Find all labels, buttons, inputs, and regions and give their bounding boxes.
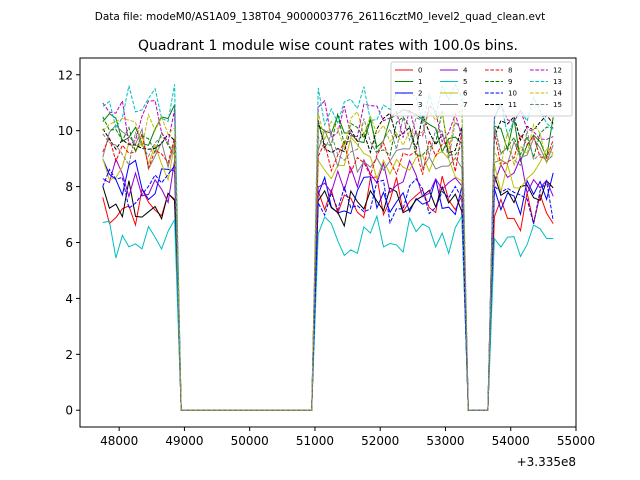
x-tick-label: 54000 xyxy=(492,434,530,448)
legend-label-13: 13 xyxy=(553,78,562,86)
series-line-10 xyxy=(102,164,554,411)
series-line-13 xyxy=(102,83,554,411)
legend-label-0: 0 xyxy=(418,67,422,75)
legend-label-11: 11 xyxy=(508,101,517,109)
y-tick-label: 4 xyxy=(65,292,73,306)
series-line-3 xyxy=(102,175,554,411)
y-tick-label: 10 xyxy=(58,124,73,138)
x-tick-label: 51000 xyxy=(296,434,334,448)
series-line-11 xyxy=(102,112,554,411)
y-tick-label: 12 xyxy=(58,68,73,82)
legend-label-5: 5 xyxy=(463,78,467,86)
series-line-9 xyxy=(102,111,554,411)
legend-label-3: 3 xyxy=(418,101,422,109)
figure-suptitle: Data file: modeM0/AS1A09_138T04_90000037… xyxy=(95,11,546,23)
y-tick-label: 8 xyxy=(65,180,73,194)
series-line-7 xyxy=(102,124,554,411)
legend-label-6: 6 xyxy=(463,90,468,98)
legend-label-1: 1 xyxy=(418,78,422,86)
x-tick-label: 50000 xyxy=(231,434,269,448)
series-line-6 xyxy=(102,136,554,411)
legend-label-2: 2 xyxy=(418,90,422,98)
series-group xyxy=(102,83,554,411)
series-line-0 xyxy=(102,175,554,411)
legend-label-15: 15 xyxy=(553,101,562,109)
series-line-5 xyxy=(102,214,554,411)
chart-title: Quadrant 1 module wise count rates with … xyxy=(138,38,518,54)
legend-label-12: 12 xyxy=(553,67,562,75)
legend-label-14: 14 xyxy=(553,90,562,98)
series-line-15 xyxy=(102,116,554,411)
x-tick-label: 55000 xyxy=(557,434,595,448)
legend-label-9: 9 xyxy=(508,78,512,86)
x-tick-label: 53000 xyxy=(426,434,464,448)
series-line-14 xyxy=(102,108,554,411)
y-tick-label: 0 xyxy=(65,404,73,418)
legend-label-7: 7 xyxy=(463,101,467,109)
legend-label-10: 10 xyxy=(508,90,517,98)
legend-box xyxy=(390,61,573,117)
x-offset-label: +3.335e8 xyxy=(517,455,576,469)
legend-label-8: 8 xyxy=(508,67,512,75)
x-tick-label: 49000 xyxy=(165,434,203,448)
plot-area: 48000 49000 50000 51000 52000 53000 54000 55000… xyxy=(58,57,595,448)
x-tick-label: 52000 xyxy=(361,434,399,448)
y-tick-label: 2 xyxy=(65,348,73,362)
series-line-2 xyxy=(102,158,554,411)
y-tick-label: 6 xyxy=(65,236,73,250)
legend-label-4: 4 xyxy=(463,67,468,75)
x-tick-label: 48000 xyxy=(100,434,138,448)
